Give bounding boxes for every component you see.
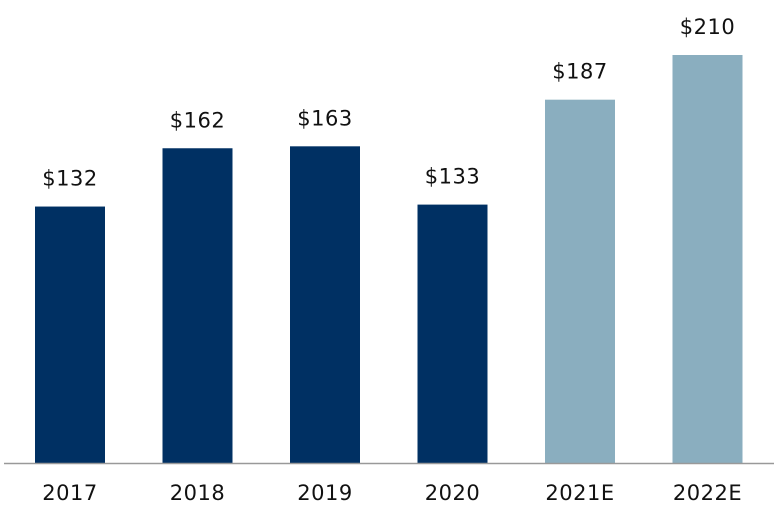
bar-2021e — [545, 99, 615, 463]
value-label-group: $132 $162 $163 $133 $187 $210 — [42, 15, 735, 191]
bar-2022e — [672, 55, 743, 463]
x-tick-label-2018: 2018 — [170, 481, 225, 505]
bar-2018 — [162, 148, 233, 463]
bar-group — [35, 55, 743, 464]
x-tick-label-2022e: 2022E — [673, 481, 742, 505]
bar-2020 — [417, 204, 488, 463]
value-label-2020: $133 — [425, 165, 480, 189]
value-label-2017: $132 — [42, 167, 97, 191]
bar-2017 — [35, 206, 105, 464]
value-label-2018: $162 — [170, 108, 225, 132]
value-label-2022e: $210 — [680, 15, 735, 39]
value-label-2021e: $187 — [552, 60, 607, 84]
x-tick-label-2021e: 2021E — [545, 481, 614, 505]
bar-2019 — [290, 146, 360, 464]
x-tick-label-2017: 2017 — [42, 481, 97, 505]
x-tick-label-group: 2017 2018 2019 2020 2021E 2022E — [42, 481, 742, 505]
x-tick-label-2019: 2019 — [297, 481, 352, 505]
value-label-2019: $163 — [297, 106, 352, 130]
x-tick-label-2020: 2020 — [425, 481, 480, 505]
